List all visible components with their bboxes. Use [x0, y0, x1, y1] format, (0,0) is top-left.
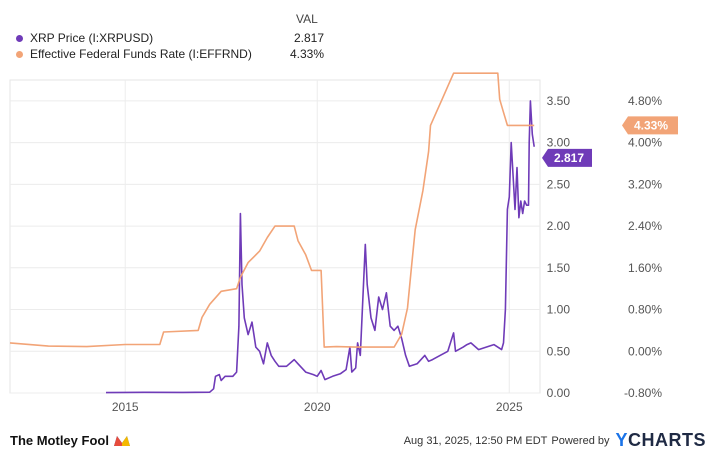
y-right-tick-label-3.20%: 3.20%	[628, 177, 662, 191]
ycharts-name: CHARTS	[628, 430, 706, 450]
x-tick-label-2020: 2020	[304, 400, 331, 414]
legend-value-fed-rate: 4.33%	[289, 47, 324, 61]
legend-dot-xrp	[16, 35, 23, 42]
x-tick-label-2025: 2025	[496, 400, 523, 414]
y-left-tick-label-1.50: 1.50	[547, 261, 571, 275]
legend-value-xrp: 2.817	[293, 31, 324, 45]
y-left-tick-label-2.00: 2.00	[547, 219, 571, 233]
y-right-tick-label-2.40%: 2.40%	[628, 219, 662, 233]
last-value-tag-shape-0	[542, 148, 592, 167]
y-left-tick-label-0.00: 0.00	[547, 386, 571, 400]
legend-value-header: VAL	[296, 12, 318, 26]
last-value-tag-label-1: 4.33%	[634, 118, 668, 132]
axes: 2015 2020 2025 0.00 0.50 1.00 1.50 2.00 2.50 3.00…	[112, 94, 662, 414]
legend-dot-fed-rate	[16, 51, 23, 58]
y-right-tick-label-1.60%: 1.60%	[628, 261, 662, 275]
y-right-tick-label-4.80%: 4.80%	[628, 94, 662, 108]
y-left-tick-label-3.00: 3.00	[547, 136, 571, 150]
y-left-tick-label-3.50: 3.50	[547, 94, 571, 108]
series-line-1	[9, 72, 535, 348]
legend-entry-xrp[interactable]: XRP Price (I:XRPUSD) 2.817	[14, 31, 324, 47]
chart-timestamp: Aug 31, 2025, 12:50 PM EDT	[403, 434, 548, 447]
y-left-tick-label-2.50: 2.50	[547, 177, 571, 191]
legend-label-xrp: XRP Price (I:XRPUSD)	[30, 31, 154, 45]
y-left-tick-label-0.50: 0.50	[547, 344, 571, 358]
series-lines	[9, 72, 535, 394]
y-right-tick-label-0.80%: 0.80%	[628, 303, 662, 317]
y-right-tick-label--0.80%: -0.80%	[624, 386, 662, 400]
powered-by-label: Powered by	[551, 434, 610, 447]
last-value-tag-1: 4.33%	[622, 116, 678, 135]
y-left-tick-label-1.00: 1.00	[547, 303, 571, 317]
motley-fool-logo: The Motley Fool	[10, 433, 131, 448]
legend-label-fed-rate: Effective Federal Funds Rate (I:EFFRND)	[30, 47, 252, 61]
series-line-0	[105, 100, 535, 394]
jester-hat-icon	[113, 435, 130, 446]
y-right-tick-label-0.00%: 0.00%	[628, 344, 662, 358]
last-value-tag-0: 2.817	[542, 148, 592, 167]
ycharts-logo: Y CHARTS	[615, 430, 706, 451]
ycharts-y: Y	[615, 430, 628, 450]
last-value-tag-shape-1	[622, 116, 678, 135]
x-tick-label-2015: 2015	[112, 400, 139, 414]
last-value-tag-label-0: 2.817	[554, 151, 584, 165]
legend-entry-fed-rate[interactable]: Effective Federal Funds Rate (I:EFFRND) …	[14, 47, 324, 63]
grid	[9, 79, 541, 394]
brand-name: The Motley Fool	[10, 433, 109, 448]
last-value-tags: 2.817 4.33%	[542, 116, 678, 167]
y-right-tick-label-4.00%: 4.00%	[628, 136, 662, 150]
